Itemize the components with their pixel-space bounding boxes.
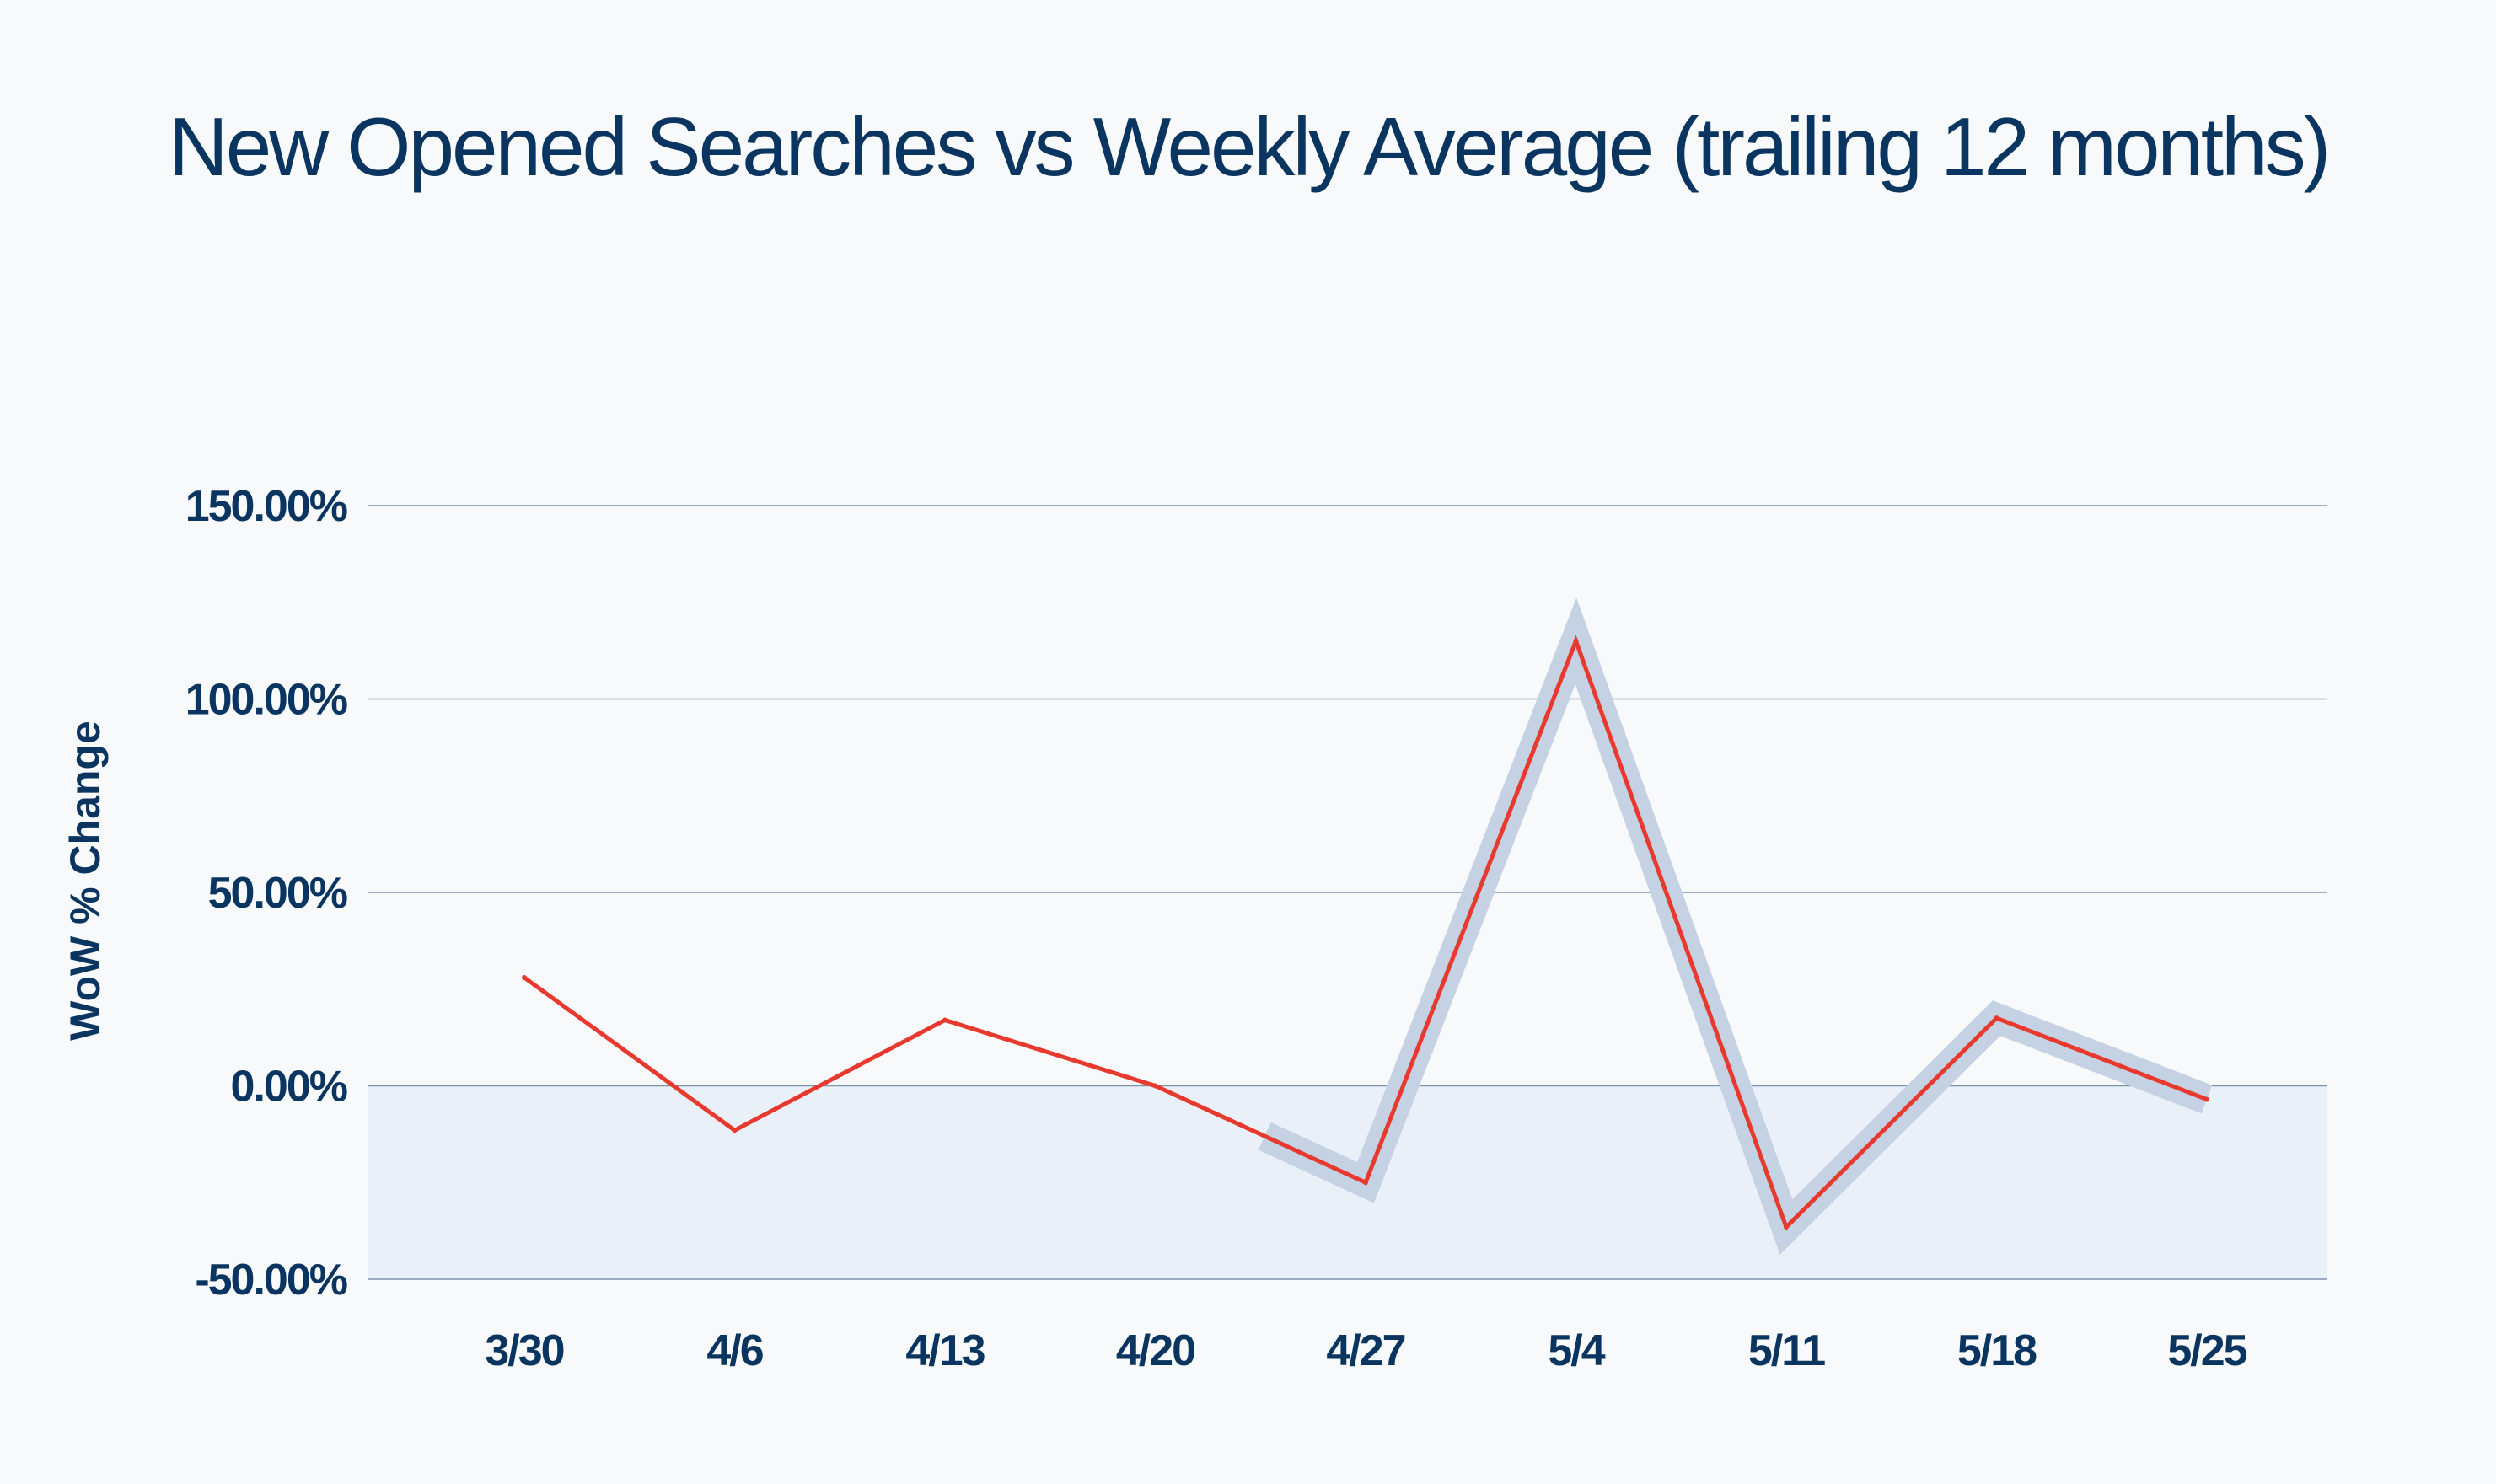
data-point-5-25 [2204, 1096, 2209, 1102]
data-point-5-4 [1573, 638, 1579, 644]
y-axis-title: WoW % Change [62, 721, 109, 1041]
x-tick-label: 3/30 [485, 1326, 563, 1375]
y-tick-label: 50.00% [208, 869, 347, 918]
data-point-5-11 [1784, 1224, 1789, 1230]
x-tick-label: 5/25 [2167, 1326, 2246, 1375]
y-tick-label: 100.00% [185, 676, 347, 725]
y-tick-label: 0.00% [231, 1063, 347, 1112]
x-tick-label: 4/13 [905, 1326, 985, 1375]
x-tick-label: 5/18 [1957, 1326, 2037, 1375]
x-tick-label: 4/27 [1326, 1326, 1404, 1375]
data-point-5-18 [1994, 1015, 1999, 1021]
chart-title: New Opened Searches vs Weekly Average (t… [169, 100, 2331, 193]
data-point-4-13 [942, 1017, 947, 1023]
data-point-4-20 [1152, 1083, 1158, 1089]
data-point-3-30 [522, 974, 527, 980]
data-point-4-27 [1363, 1180, 1368, 1186]
x-tick-label: 5/4 [1548, 1326, 1605, 1375]
x-tick-label: 4/20 [1116, 1326, 1194, 1375]
y-tick-label: -50.00% [195, 1256, 346, 1305]
x-tick-label: 5/11 [1748, 1326, 1825, 1375]
data-point-4-6 [732, 1128, 738, 1133]
y-tick-label: 150.00% [185, 482, 347, 531]
x-tick-label: 4/6 [706, 1326, 763, 1375]
